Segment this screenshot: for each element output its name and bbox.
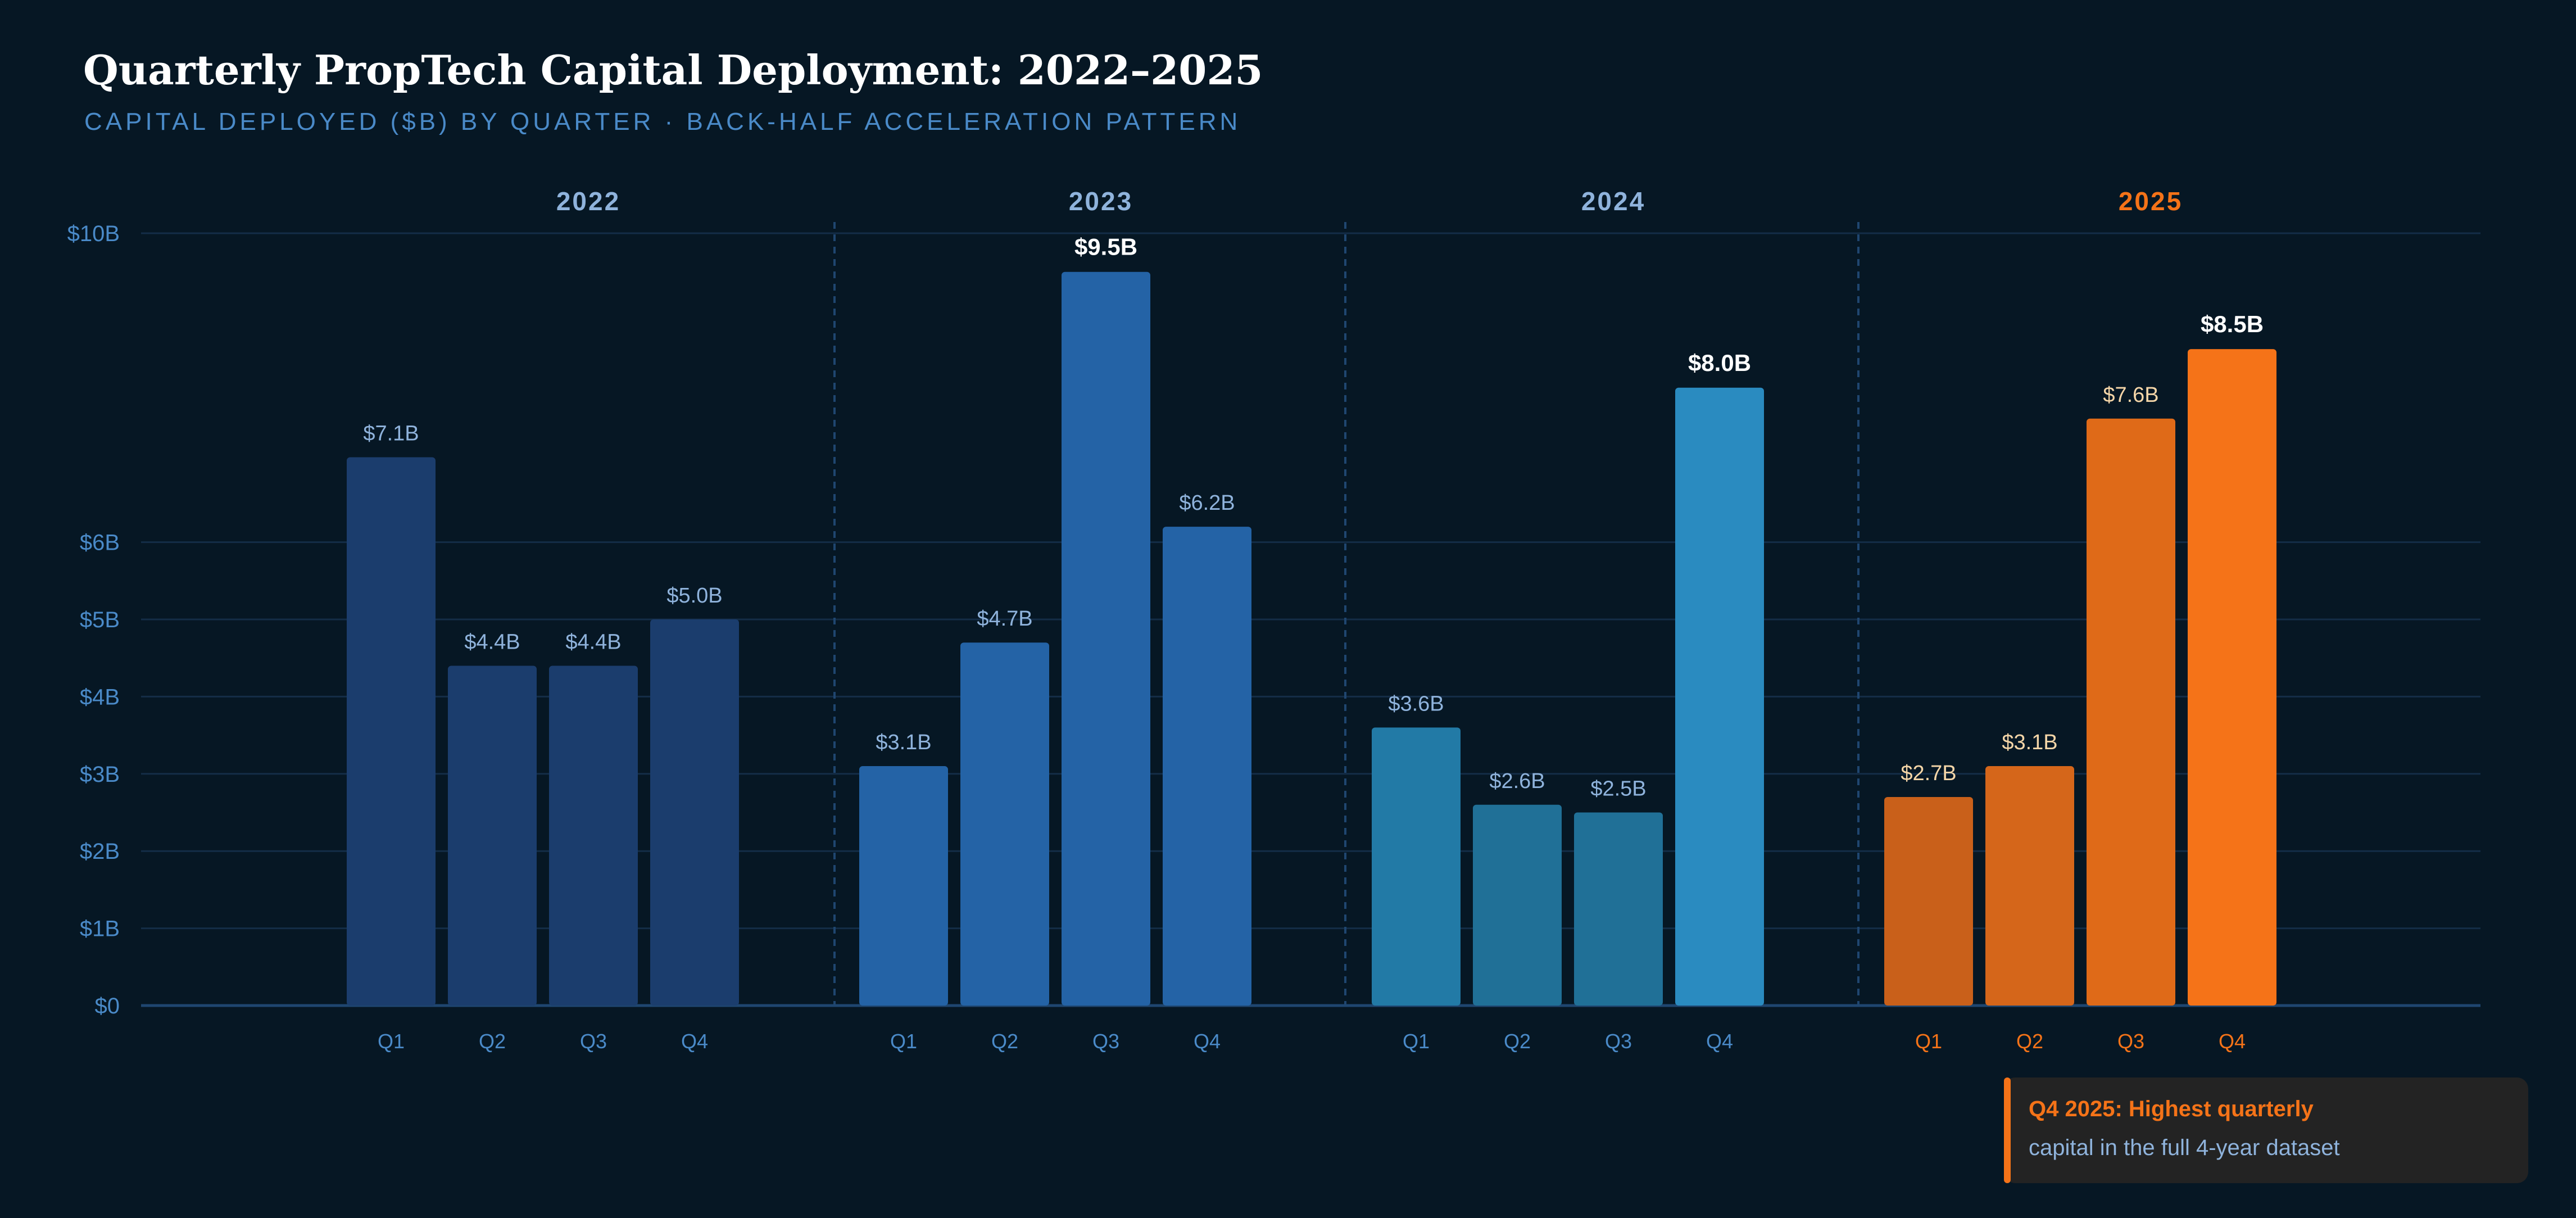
x-tick-label: Q3 bbox=[2117, 1030, 2144, 1053]
x-tick-label: Q3 bbox=[1605, 1030, 1632, 1053]
bar-2025-Q3 bbox=[2087, 418, 2175, 1006]
annotation-accent-bar bbox=[2004, 1077, 2011, 1183]
bar-2024-Q4 bbox=[1675, 387, 1764, 1006]
data-label: $4.4B bbox=[565, 630, 621, 654]
data-label: $2.5B bbox=[1590, 777, 1646, 801]
y-tick-label: $6B bbox=[80, 531, 120, 555]
data-label: $4.4B bbox=[464, 630, 520, 654]
x-tick-label: Q2 bbox=[1504, 1030, 1531, 1053]
data-label: $8.5B bbox=[2201, 311, 2264, 337]
data-label: $7.1B bbox=[363, 422, 419, 445]
x-tick-label: Q4 bbox=[681, 1030, 708, 1053]
data-label: $8.0B bbox=[1688, 350, 1751, 376]
data-label: $2.7B bbox=[1901, 762, 1956, 785]
x-tick-label: Q2 bbox=[2016, 1030, 2043, 1053]
data-label: $2.6B bbox=[1489, 769, 1545, 793]
year-label-2025: 2025 bbox=[2119, 187, 2183, 216]
x-tick-label: Q1 bbox=[378, 1030, 405, 1053]
data-label: $6.2B bbox=[1179, 491, 1235, 515]
bar-2025-Q4 bbox=[2188, 349, 2276, 1006]
year-label-2022: 2022 bbox=[556, 187, 620, 216]
bar-2024-Q1 bbox=[1372, 727, 1461, 1006]
x-tick-label: Q2 bbox=[991, 1030, 1018, 1053]
bar-2023-Q1 bbox=[859, 766, 948, 1006]
x-tick-label: Q1 bbox=[1915, 1030, 1942, 1053]
annotation-headline: Q4 2025: Highest quarterly bbox=[2029, 1097, 2314, 1121]
data-label: $5.0B bbox=[666, 584, 722, 608]
y-tick-label: $2B bbox=[80, 839, 120, 864]
year-label-2024: 2024 bbox=[1581, 187, 1645, 216]
bar-2025-Q1 bbox=[1884, 797, 1973, 1006]
x-tick-label: Q1 bbox=[1403, 1030, 1430, 1053]
y-tick-label: $10B bbox=[67, 221, 120, 246]
y-tick-label: $3B bbox=[80, 762, 120, 787]
x-tick-label: Q3 bbox=[1092, 1030, 1119, 1053]
data-label: $3.1B bbox=[876, 731, 931, 754]
bar-2023-Q2 bbox=[960, 642, 1049, 1006]
x-tick-label: Q1 bbox=[890, 1030, 917, 1053]
data-label: $3.1B bbox=[2002, 731, 2057, 754]
bar-2022-Q4 bbox=[650, 619, 739, 1006]
bar-2023-Q3 bbox=[1062, 271, 1150, 1006]
annotation-callout: Q4 2025: Highest quarterly capital in th… bbox=[2004, 1077, 2528, 1183]
y-tick-label: $1B bbox=[80, 917, 120, 941]
x-tick-label: Q2 bbox=[479, 1030, 506, 1053]
x-tick-label: Q4 bbox=[1194, 1030, 1221, 1053]
data-label: $7.6B bbox=[2103, 383, 2158, 407]
y-tick-label: $4B bbox=[80, 685, 120, 709]
x-tick-label: Q4 bbox=[1706, 1030, 1733, 1053]
x-tick-label: Q3 bbox=[580, 1030, 607, 1053]
annotation-body: capital in the full 4-year dataset bbox=[2029, 1135, 2340, 1160]
data-label: $9.5B bbox=[1074, 234, 1137, 260]
bar-2023-Q4 bbox=[1163, 527, 1251, 1006]
bar-2022-Q2 bbox=[448, 665, 537, 1006]
data-label: $3.6B bbox=[1388, 692, 1444, 716]
chart-subtitle: CAPITAL DEPLOYED ($B) BY QUARTER · BACK-… bbox=[84, 108, 1241, 135]
chart-title: Quarterly PropTech Capital Deployment: 2… bbox=[83, 46, 1263, 94]
bar-2022-Q3 bbox=[549, 665, 638, 1006]
bar-2025-Q2 bbox=[1985, 766, 2074, 1006]
y-tick-label: $5B bbox=[80, 608, 120, 632]
bar-2024-Q2 bbox=[1473, 804, 1562, 1006]
data-label: $4.7B bbox=[977, 607, 1032, 631]
bar-2022-Q1 bbox=[347, 457, 436, 1006]
year-label-2023: 2023 bbox=[1069, 187, 1133, 216]
y-tick-label: $0 bbox=[95, 994, 120, 1018]
bar-2024-Q3 bbox=[1574, 812, 1663, 1006]
x-tick-label: Q4 bbox=[2219, 1030, 2246, 1053]
